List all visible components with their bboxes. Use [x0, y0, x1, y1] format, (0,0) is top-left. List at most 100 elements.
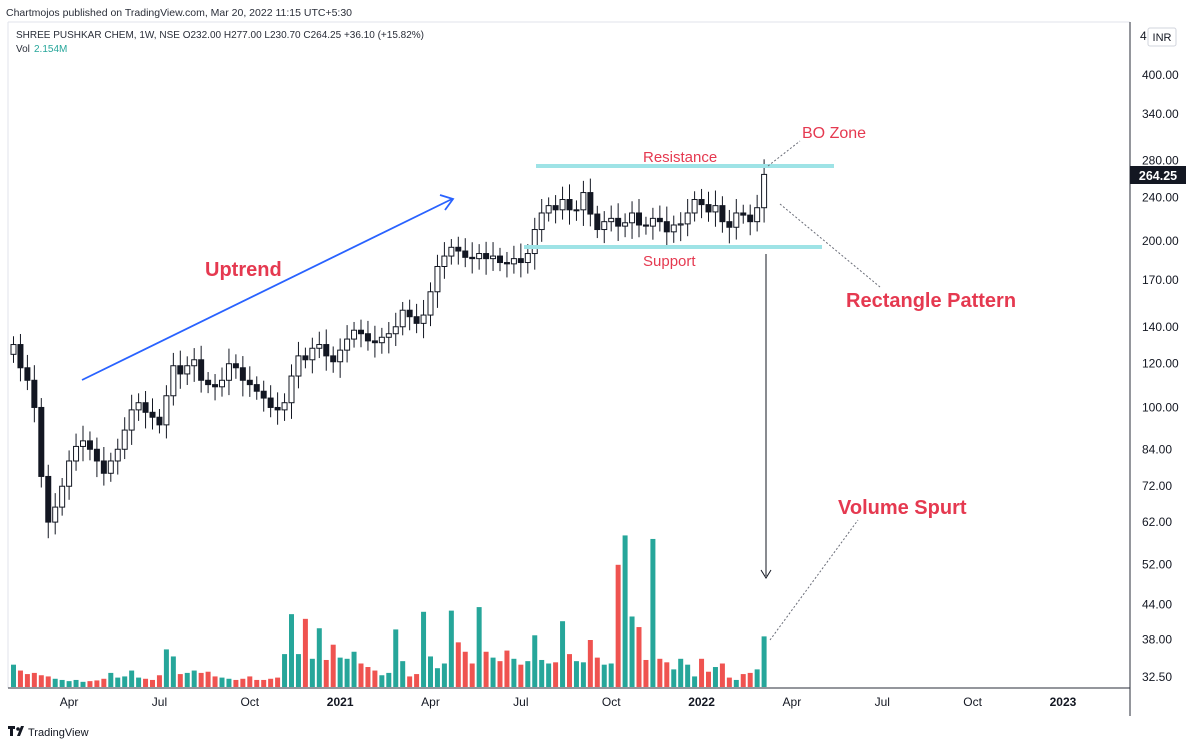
candle-down [636, 212, 642, 226]
resistance-label[interactable]: Resistance [643, 149, 717, 166]
rectangle-pattern-label[interactable]: Rectangle Pattern [846, 290, 1016, 312]
candle-up [114, 448, 121, 462]
volume-bar [601, 664, 607, 687]
candle-up [420, 314, 427, 324]
candle-down [239, 367, 246, 381]
currency-button[interactable]: INR [1147, 27, 1177, 47]
volume-bar [282, 654, 288, 687]
candle-down [656, 217, 663, 223]
candle-up [691, 199, 698, 214]
y-tick-label: 100.00 [1142, 400, 1179, 414]
volume-bar [747, 672, 753, 687]
candle-up [670, 224, 677, 233]
volume-bar [122, 676, 128, 687]
candle-down [156, 416, 163, 426]
candle-down [17, 344, 24, 369]
bo-zone-label[interactable]: BO Zone [802, 125, 866, 142]
x-tick-label: Jul [152, 695, 167, 709]
volume-bar [31, 672, 37, 687]
volume-bar [567, 654, 572, 687]
volume-bar [17, 670, 23, 687]
breakout-arrow-head [760, 569, 772, 579]
y-tick-label: 140.00 [1142, 320, 1179, 334]
candle-up [427, 291, 434, 316]
published-line: Chartmojos published on TradingView.com,… [6, 7, 352, 19]
candle-up [135, 402, 142, 411]
volume-series [11, 535, 767, 687]
volume-bar [754, 669, 760, 687]
candle-down [149, 411, 156, 418]
volume-bar [129, 670, 135, 687]
volume-bar [337, 657, 343, 687]
uptrend-arrow-head [439, 194, 455, 211]
volume-bar [365, 667, 371, 687]
volume-bar [191, 670, 197, 687]
tradingview-logo[interactable]: TradingView [8, 726, 89, 739]
x-tick-label: Apr [783, 695, 802, 709]
candle-up [601, 221, 608, 231]
candle-down [462, 250, 469, 258]
candle-down [38, 406, 45, 477]
volume-bar [136, 677, 142, 687]
volume-bar [156, 675, 162, 687]
volume-label: Vol [16, 44, 30, 55]
candle-down [212, 384, 219, 388]
tradingview-brand: TradingView [28, 727, 89, 739]
volume-bar [94, 680, 100, 687]
volume-bar [483, 651, 489, 687]
candle-up [163, 395, 170, 426]
volume-bar [59, 679, 65, 687]
breakout-volume-arrow[interactable] [760, 254, 772, 579]
volume-bar [434, 668, 440, 687]
candle-up [510, 258, 517, 265]
candle-up [629, 212, 636, 224]
y-tick-label: 340.00 [1142, 107, 1179, 121]
candle-down [205, 379, 212, 386]
volume-bar [400, 661, 406, 687]
candle-up [59, 485, 66, 508]
volume-bar [455, 642, 461, 687]
y-tick-label: 240.00 [1142, 191, 1179, 205]
candle-up [10, 344, 17, 355]
candle-down [142, 402, 149, 413]
volume-bar [393, 629, 399, 687]
x-tick-label: 2022 [688, 695, 715, 709]
symbol-ohlc-line: SHREE PUSHKAR CHEM, 1W, NSE O232.00 H277… [16, 30, 424, 41]
candle-down [587, 192, 594, 215]
candle-down [740, 212, 747, 216]
x-tick-label: 2021 [327, 695, 354, 709]
volume-bar [608, 663, 614, 687]
candle-up [66, 460, 73, 487]
candle-up [448, 246, 455, 257]
candle-down [406, 309, 413, 318]
y-tick-label: 170.00 [1142, 273, 1179, 287]
volume-bar [386, 672, 392, 687]
volume-bar [525, 661, 531, 687]
candle-up [684, 212, 691, 225]
volume-bar [198, 672, 204, 687]
volume-bar [80, 681, 86, 687]
x-tick-label: Jul [875, 695, 890, 709]
volume-bar [712, 667, 718, 687]
y-tick-label: 52.00 [1142, 557, 1172, 571]
volume-bar [490, 657, 496, 687]
volume-bar [295, 654, 301, 687]
price-axis[interactable]: 32.50 38.00 44.00 52.00 62.00 72.00 84.00 100.0… [1142, 68, 1179, 684]
candle-down [358, 329, 364, 335]
volume-bar [539, 659, 545, 687]
y-tick-label: 400.00 [1142, 68, 1179, 82]
candle-up [399, 309, 406, 328]
volume-bar [719, 663, 725, 687]
candle-up [219, 379, 225, 388]
support-label[interactable]: Support [643, 253, 696, 270]
volume-spurt-label[interactable]: Volume Spurt [838, 497, 967, 519]
volume-bar [587, 640, 593, 687]
candle-down [705, 204, 712, 213]
time-axis[interactable]: Apr Jul Oct 2021 Apr Jul Oct 2022 Apr Jul Oct 2023 [60, 695, 1077, 709]
candle-up [608, 217, 615, 223]
volume-bar [546, 663, 552, 687]
uptrend-arrow[interactable] [81, 194, 455, 381]
candle-down [517, 258, 524, 264]
uptrend-label[interactable]: Uptrend [205, 259, 282, 281]
y-tick-label: 84.00 [1142, 442, 1172, 456]
